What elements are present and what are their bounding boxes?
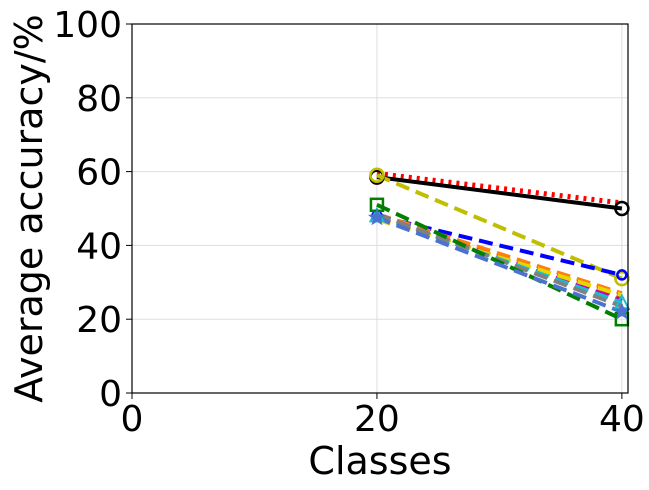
- data-point-s4-2: [616, 269, 628, 281]
- tick-layer: 0 20 40 60 80 100 0 20 40: [53, 5, 645, 440]
- y-tick-label: 40: [76, 226, 122, 267]
- series-line-11: [376, 202, 623, 322]
- x-tick-label: 40: [599, 399, 645, 440]
- series-line-5: [376, 212, 623, 296]
- data-point-s3-1: [369, 167, 385, 184]
- y-tick-label: 100: [53, 5, 122, 46]
- y-tick-label: 60: [76, 153, 122, 194]
- series-layer: [376, 170, 623, 322]
- plot-area-frame: [131, 23, 629, 394]
- y-tick-label: 20: [76, 300, 122, 341]
- series-line-2: [376, 175, 623, 211]
- grid-lines: [131, 23, 628, 394]
- series-line-12: [376, 215, 623, 314]
- series-line-3: [376, 173, 623, 281]
- series-line-1: [376, 170, 623, 206]
- x-tick-label: 20: [354, 399, 400, 440]
- x-tick-label: 0: [121, 399, 144, 440]
- x-axis-label: Classes: [308, 439, 451, 483]
- y-tick-label: 0: [99, 374, 122, 415]
- y-axis-label: Average accuracy/%: [7, 14, 51, 402]
- y-tick-label: 80: [76, 79, 122, 120]
- data-point-s12-1: [368, 208, 386, 226]
